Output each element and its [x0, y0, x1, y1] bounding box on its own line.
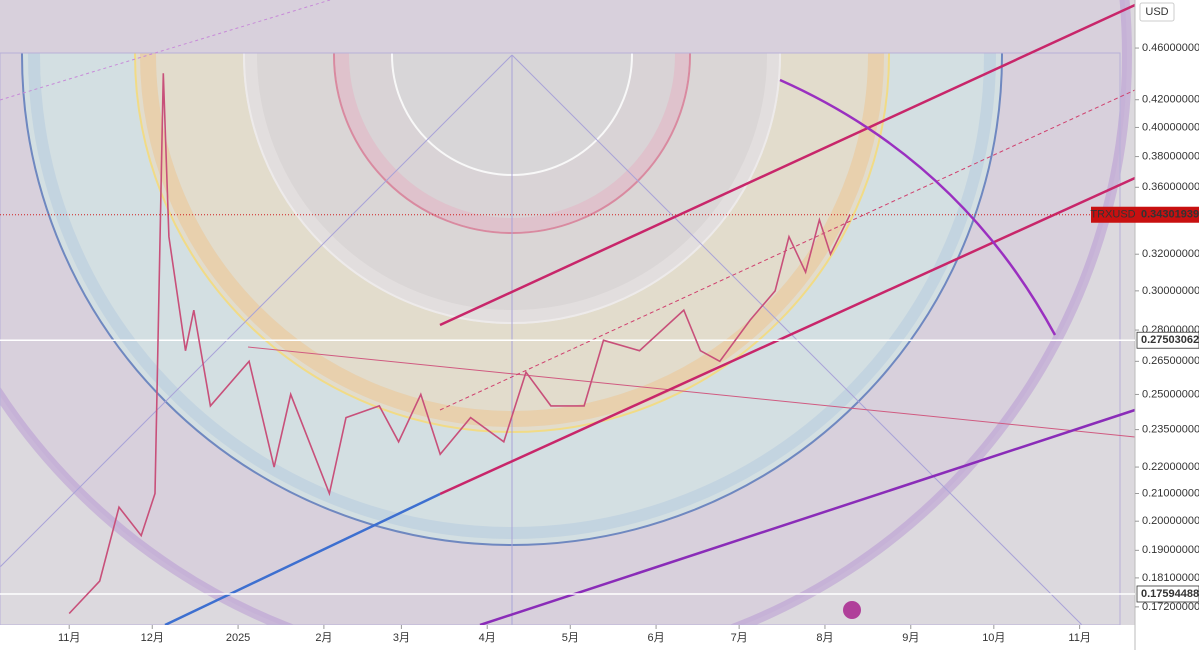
- y-tick-label: 0.22000000: [1142, 461, 1199, 473]
- x-tick-label: 4月: [479, 632, 496, 644]
- price-line-label: 0.27503062: [1141, 334, 1199, 346]
- time-axis: [0, 625, 1135, 650]
- y-tick-label: 0.18100000: [1142, 572, 1199, 584]
- y-tick-label: 0.20000000: [1142, 515, 1199, 527]
- price-axis: [1135, 0, 1199, 650]
- last-price-label: 0.34301939: [1141, 209, 1199, 221]
- y-tick-label: 0.17200000: [1142, 601, 1199, 613]
- x-tick-label: 11月: [1068, 632, 1090, 644]
- currency-box[interactable]: [1139, 2, 1175, 22]
- currency: USD: [1145, 6, 1168, 18]
- x-tick-label: 5月: [562, 632, 579, 644]
- price-line-tag: [1136, 585, 1199, 603]
- y-tick-label: 0.25000000: [1142, 388, 1199, 400]
- y-tick-label: 0.42000000: [1142, 94, 1199, 106]
- x-tick-label: 9月: [902, 632, 919, 644]
- price-line-label: 0.17594488: [1141, 588, 1199, 600]
- y-tick-label: 0.30000000: [1142, 285, 1199, 297]
- last-price-name: TRXUSD: [1090, 209, 1135, 221]
- x-tick-label: 11月: [58, 632, 80, 644]
- y-tick-label: 0.26500000: [1142, 355, 1199, 367]
- x-tick-label: 12月: [141, 632, 164, 644]
- y-tick-label: 0.23500000: [1142, 423, 1199, 435]
- last-price-tag: [1135, 206, 1199, 223]
- x-tick-label: 6月: [648, 632, 665, 644]
- y-tick-label: 0.19000000: [1142, 544, 1199, 556]
- x-tick-label: 7月: [731, 632, 748, 644]
- x-tick-label: 2025: [226, 632, 250, 644]
- y-tick-label: 0.36000000: [1142, 181, 1199, 193]
- x-tick-label: 3月: [393, 632, 410, 644]
- price-line-tag: [1136, 331, 1199, 349]
- y-tick-label: 0.40000000: [1142, 121, 1199, 133]
- y-tick-label: 0.21000000: [1142, 487, 1199, 499]
- last-price-name-tag: [1091, 206, 1135, 223]
- x-tick-label: 10月: [982, 632, 1005, 644]
- y-tick-label: 0.32000000: [1142, 248, 1199, 260]
- drawings: [0, 0, 1135, 625]
- x-tick-label: 2月: [315, 632, 332, 644]
- price-line-series: [68, 73, 851, 615]
- y-tick-label: 0.38000000: [1142, 150, 1199, 162]
- x-tick-label: 8月: [816, 632, 833, 644]
- y-tick-label: 0.46000000: [1142, 42, 1199, 54]
